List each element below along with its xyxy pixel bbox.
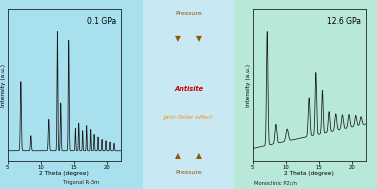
- X-axis label: 2 Theta (degree): 2 Theta (degree): [39, 171, 89, 176]
- Text: ▲: ▲: [196, 151, 202, 160]
- Text: Trigonal R-3m: Trigonal R-3m: [63, 180, 99, 185]
- Text: Pressure: Pressure: [175, 170, 202, 175]
- Text: ▼: ▼: [196, 34, 202, 43]
- Text: 12.6 GPa: 12.6 GPa: [327, 17, 361, 26]
- X-axis label: 2 Theta (degree): 2 Theta (degree): [284, 171, 334, 176]
- Text: Antisite: Antisite: [174, 86, 203, 92]
- Y-axis label: Intensity (a.u.): Intensity (a.u.): [246, 64, 251, 107]
- Text: Pressure: Pressure: [175, 11, 202, 16]
- Text: ▲: ▲: [175, 151, 181, 160]
- Text: ▼: ▼: [175, 34, 181, 43]
- Text: Monoclinic P2₁/n: Monoclinic P2₁/n: [254, 180, 297, 185]
- Text: 0.1 GPa: 0.1 GPa: [87, 17, 116, 26]
- Y-axis label: Intensity (a.u.): Intensity (a.u.): [1, 64, 6, 107]
- Text: Jahn-Teller effect: Jahn-Teller effect: [164, 115, 213, 120]
